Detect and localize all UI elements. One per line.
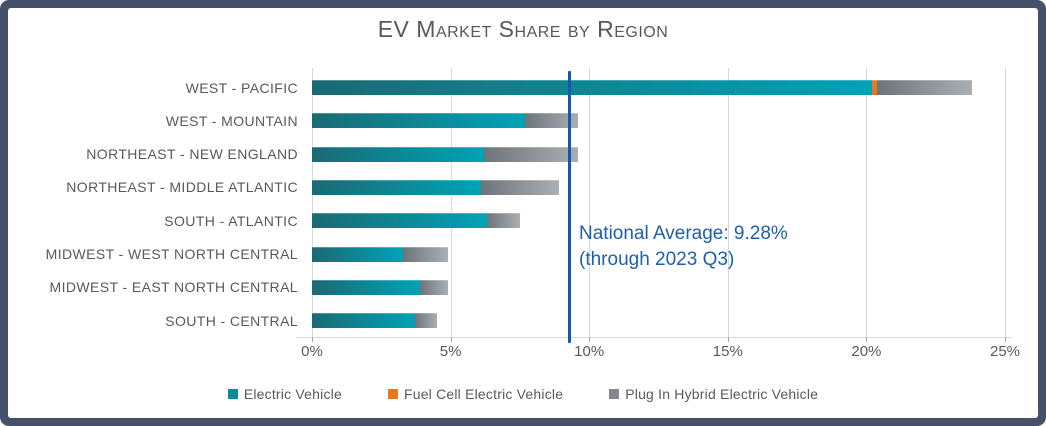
bar-segment-plug-in-hybrid-electric-vehicle xyxy=(403,246,448,262)
national-average-line xyxy=(567,71,571,343)
axis-tick xyxy=(866,337,868,342)
x-tick-label: 25% xyxy=(989,343,1021,360)
x-tick-label: 10% xyxy=(574,343,605,360)
bar-segment-plug-in-hybrid-electric-vehicle xyxy=(525,113,579,129)
gridline xyxy=(727,68,729,337)
bar-segment-electric-vehicle xyxy=(312,279,421,295)
legend-swatch xyxy=(227,389,238,399)
bar-segment-electric-vehicle xyxy=(312,246,404,262)
bar-row xyxy=(312,313,437,329)
annotation-line1: National Average: 9.28% xyxy=(579,223,788,244)
chart-title: EV Market Share by Region xyxy=(377,16,669,42)
x-tick-label: 0% xyxy=(301,343,323,360)
legend-item-plug-in-hybrid-electric-vehicle: Plug In Hybrid Electric Vehicle xyxy=(609,386,818,402)
x-axis-line xyxy=(296,337,1012,338)
bar-segment-electric-vehicle xyxy=(312,313,415,329)
legend-label: Electric Vehicle xyxy=(243,386,342,402)
category-label: NORTHEAST - NEW ENGLAND xyxy=(86,146,298,163)
bar-row xyxy=(312,213,520,229)
gridline xyxy=(589,68,591,337)
axis-tick xyxy=(312,337,313,342)
bar-segment-plug-in-hybrid-electric-vehicle xyxy=(420,279,448,295)
category-label: WEST - MOUNTAIN xyxy=(165,112,298,129)
category-label: NORTHEAST - MIDDLE ATLANTIC xyxy=(66,179,298,196)
axis-tick xyxy=(1005,337,1006,342)
bar-row xyxy=(312,113,579,129)
bar-row xyxy=(312,179,559,195)
axis-tick xyxy=(589,337,591,342)
bar-segment-plug-in-hybrid-electric-vehicle xyxy=(481,179,559,195)
annotation-line2: (through 2023 Q3) xyxy=(579,249,735,270)
x-tick-label: 20% xyxy=(851,343,882,360)
legend-swatch xyxy=(609,389,620,399)
bar-segment-electric-vehicle xyxy=(312,113,526,129)
bar-segment-plug-in-hybrid-electric-vehicle xyxy=(486,213,520,229)
x-tick-label: 15% xyxy=(712,343,743,360)
category-label: WEST - PACIFIC xyxy=(185,79,298,96)
category-label: SOUTH - ATLANTIC xyxy=(164,212,298,229)
bar-segment-plug-in-hybrid-electric-vehicle xyxy=(414,313,437,329)
bar-segment-electric-vehicle xyxy=(312,213,487,229)
bar-row xyxy=(312,246,448,262)
bar-segment-electric-vehicle xyxy=(312,146,484,162)
legend-label: Fuel Cell Electric Vehicle xyxy=(403,386,564,402)
bar-segment-electric-vehicle xyxy=(312,179,482,195)
bar-row xyxy=(312,80,972,95)
category-label: MIDWEST - WEST NORTH CENTRAL xyxy=(45,246,298,263)
gridline xyxy=(450,68,452,337)
bar-segment-electric-vehicle xyxy=(312,80,872,95)
x-tick-label: 5% xyxy=(439,343,462,360)
gridline xyxy=(312,68,313,337)
legend-item-fuel-cell-electric-vehicle: Fuel Cell Electric Vehicle xyxy=(387,386,564,402)
axis-tick xyxy=(727,337,729,342)
axis-tick xyxy=(450,337,452,342)
legend: Electric Vehicle Fuel Cell Electric Vehic… xyxy=(0,386,1046,402)
gridline xyxy=(1005,68,1006,337)
bar-row xyxy=(312,279,448,295)
chart-canvas xyxy=(8,8,1038,418)
legend-item-electric-vehicle: Electric Vehicle xyxy=(227,386,342,402)
national-average-annotation: National Average: 9.28% (through 2023 Q3… xyxy=(579,221,788,273)
bar-segment-plug-in-hybrid-electric-vehicle xyxy=(877,80,972,95)
bar-row xyxy=(312,146,579,162)
legend-swatch xyxy=(387,389,398,399)
category-label: MIDWEST - EAST NORTH CENTRAL xyxy=(49,279,298,296)
category-label: SOUTH - CENTRAL xyxy=(165,312,298,329)
gridline xyxy=(866,68,868,337)
bar-segment-fuel-cell-electric-vehicle xyxy=(871,80,878,95)
legend-label: Plug In Hybrid Electric Vehicle xyxy=(625,386,819,402)
bar-segment-plug-in-hybrid-electric-vehicle xyxy=(483,146,579,162)
